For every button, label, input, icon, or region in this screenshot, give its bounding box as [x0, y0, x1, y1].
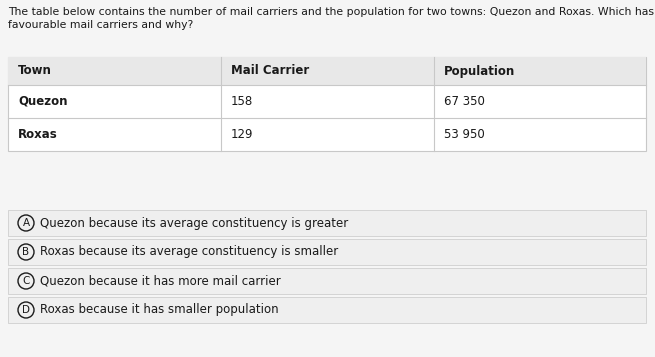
- FancyBboxPatch shape: [8, 210, 646, 236]
- Text: 67 350: 67 350: [444, 95, 485, 108]
- Text: C: C: [22, 276, 29, 286]
- Text: Mail Carrier: Mail Carrier: [231, 65, 309, 77]
- FancyBboxPatch shape: [8, 239, 646, 265]
- Text: 158: 158: [231, 95, 253, 108]
- FancyBboxPatch shape: [8, 57, 646, 85]
- Text: 129: 129: [231, 128, 253, 141]
- Text: Population: Population: [444, 65, 515, 77]
- FancyBboxPatch shape: [8, 57, 646, 151]
- Text: B: B: [22, 247, 29, 257]
- Text: Roxas because it has smaller population: Roxas because it has smaller population: [40, 303, 278, 317]
- FancyBboxPatch shape: [8, 297, 646, 323]
- Text: favourable mail carriers and why?: favourable mail carriers and why?: [8, 20, 193, 30]
- Text: Town: Town: [18, 65, 52, 77]
- Text: A: A: [22, 218, 29, 228]
- Text: Quezon: Quezon: [18, 95, 67, 108]
- Text: Quezon because its average constituency is greater: Quezon because its average constituency …: [40, 216, 348, 230]
- Text: 53 950: 53 950: [444, 128, 485, 141]
- Text: The table below contains the number of mail carriers and the population for two : The table below contains the number of m…: [8, 7, 655, 17]
- FancyBboxPatch shape: [8, 268, 646, 294]
- Text: D: D: [22, 305, 30, 315]
- Text: Roxas because its average constituency is smaller: Roxas because its average constituency i…: [40, 246, 338, 258]
- Text: Quezon because it has more mail carrier: Quezon because it has more mail carrier: [40, 275, 281, 287]
- Text: Roxas: Roxas: [18, 128, 58, 141]
